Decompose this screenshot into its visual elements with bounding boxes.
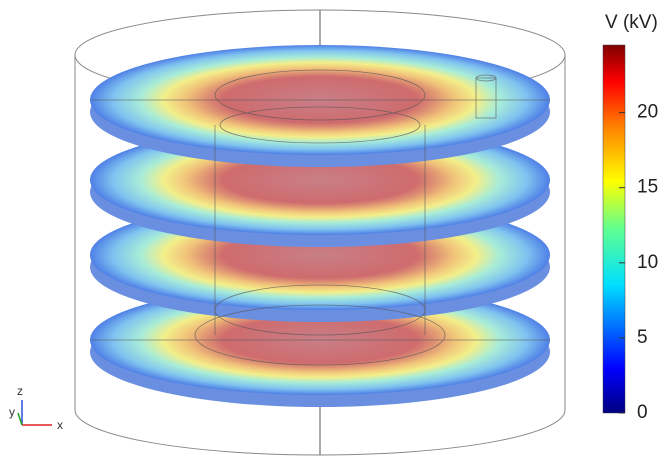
tick-label: 20 — [637, 102, 658, 123]
colorbar — [603, 45, 625, 413]
tick-label: 0 — [637, 402, 648, 423]
axis-label: z — [17, 384, 23, 398]
screenshot: V (kV) z y x 0 5 10 15 20 — [0, 0, 669, 460]
tick-label: 5 — [637, 327, 648, 348]
colorbar-title: V (kV) — [605, 12, 658, 33]
triad: z y x — [9, 384, 63, 432]
tick-label: 10 — [637, 252, 658, 273]
axis-label: y — [9, 405, 15, 419]
disk — [90, 45, 550, 167]
axis-label: x — [57, 418, 63, 432]
disks — [90, 45, 550, 407]
tick-label: 15 — [637, 177, 658, 198]
